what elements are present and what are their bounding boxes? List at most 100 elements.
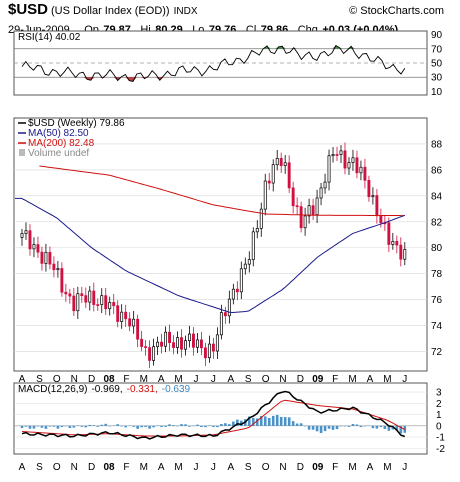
macd-hist-bar <box>76 425 80 426</box>
macd-hist-bar <box>176 425 179 427</box>
candle-body <box>44 251 48 264</box>
macd-hist-bar <box>395 425 399 431</box>
price-axis-label: 76 <box>431 295 443 306</box>
candle-body <box>116 305 120 322</box>
candle-body <box>148 347 152 361</box>
x-label-bottom: 08 <box>103 462 115 473</box>
macd-hist-bar <box>172 425 175 426</box>
macd-hist-bar <box>108 425 112 427</box>
x-label-bottom: F <box>123 462 129 473</box>
macd-hist-bar <box>319 425 323 434</box>
candle-body <box>367 179 371 198</box>
macd-panel: MACD(12,26,9) -0.969, -0.331, -0.639 3210-1… <box>13 382 445 455</box>
candle-body <box>124 311 128 320</box>
rsi-panel: RSI(14) 40.02 90 70 50 30 10 <box>13 30 443 98</box>
candle-body <box>239 268 243 293</box>
price-axis-label: 82 <box>431 217 443 228</box>
candle-body <box>128 318 132 327</box>
x-label-mid: M <box>383 374 391 385</box>
candle-body <box>132 318 136 327</box>
macd-hist-bar <box>323 425 327 432</box>
macd-hist-bar <box>64 425 68 427</box>
macd-hist-bar <box>387 425 391 431</box>
candle-body <box>60 268 64 293</box>
candle-body <box>315 197 319 216</box>
macd-line <box>21 390 406 440</box>
exchange: INDX <box>173 6 198 17</box>
x-label-bottom: S <box>245 462 252 473</box>
symbol: $USD <box>8 1 49 18</box>
rsi-axis-label: 50 <box>431 59 443 70</box>
x-label-bottom: D <box>297 462 304 473</box>
x-label-bottom: J <box>402 462 407 473</box>
candle-body <box>24 230 28 234</box>
macd-hist-bar <box>96 425 100 427</box>
macd-hist-bar <box>327 425 331 429</box>
macd-axis-label: -2 <box>436 444 445 455</box>
rsi-axis-label: 10 <box>431 87 443 98</box>
macd-hist-bar <box>180 424 183 426</box>
macd-hist-bar <box>120 425 123 427</box>
x-label-mid: F <box>123 374 129 385</box>
candle-body <box>311 205 315 216</box>
candle-body <box>307 205 311 217</box>
candle-body <box>327 155 331 183</box>
candle-body <box>287 162 291 189</box>
candle-body <box>80 293 84 296</box>
x-label-mid: O <box>262 374 270 385</box>
macd-hist-bar <box>20 425 24 429</box>
candle-body <box>52 263 56 271</box>
candle-body <box>219 312 223 336</box>
candle-body <box>184 340 187 350</box>
rsi-axis-label: 90 <box>431 30 443 41</box>
x-label-mid: F <box>332 374 338 385</box>
macd-hist-bar <box>267 417 271 426</box>
candle-body <box>140 338 144 347</box>
macd-hist-bar <box>60 425 64 428</box>
macd-hist-bar <box>216 425 219 428</box>
candle-body <box>164 331 167 347</box>
candle-body <box>20 233 24 238</box>
cl-label: Cl <box>245 24 257 36</box>
brand-watermark: © StockCharts.com <box>349 5 444 17</box>
macd-hist-bar <box>359 425 363 428</box>
macd-hist-bar <box>283 417 287 426</box>
x-label-mid: A <box>227 374 234 385</box>
legend-entry: Volume undef <box>28 148 89 159</box>
candle-body <box>203 347 207 359</box>
macd-hist-bar <box>259 416 263 426</box>
macd-hist-bar <box>303 425 307 427</box>
macd-hist-bar <box>32 425 36 429</box>
macd-hist-bar <box>287 417 291 426</box>
candle-body <box>331 154 335 157</box>
candle-body <box>56 268 60 271</box>
macd-hist-bar <box>315 425 319 432</box>
macd-axis-label: -1 <box>436 433 445 444</box>
x-label-mid: D <box>297 374 304 385</box>
macd-hist-bar <box>299 423 303 426</box>
macd-hist-bar <box>220 423 223 426</box>
macd-hist-bar <box>232 421 235 426</box>
candle-body <box>112 302 116 307</box>
macd-hist-bar <box>80 425 84 427</box>
x-label-bottom: S <box>36 462 43 473</box>
candle-body <box>303 215 307 229</box>
candle-body <box>335 154 339 156</box>
macd-hist-bar <box>247 416 251 426</box>
candle-body <box>299 206 303 229</box>
x-label-mid: J <box>211 374 216 385</box>
candle-body <box>215 334 219 352</box>
macd-hist-bar <box>92 425 96 426</box>
x-label-mid: A <box>158 374 165 385</box>
candle-body <box>199 339 203 349</box>
x-label-bottom: N <box>279 462 286 473</box>
macd-hist-bar <box>40 425 44 428</box>
candle-body <box>211 343 215 352</box>
ma200-line <box>39 165 405 217</box>
macd-hist-bar <box>212 425 215 428</box>
macd-hist-bar <box>228 424 231 426</box>
macd-hist-bar <box>363 425 367 427</box>
